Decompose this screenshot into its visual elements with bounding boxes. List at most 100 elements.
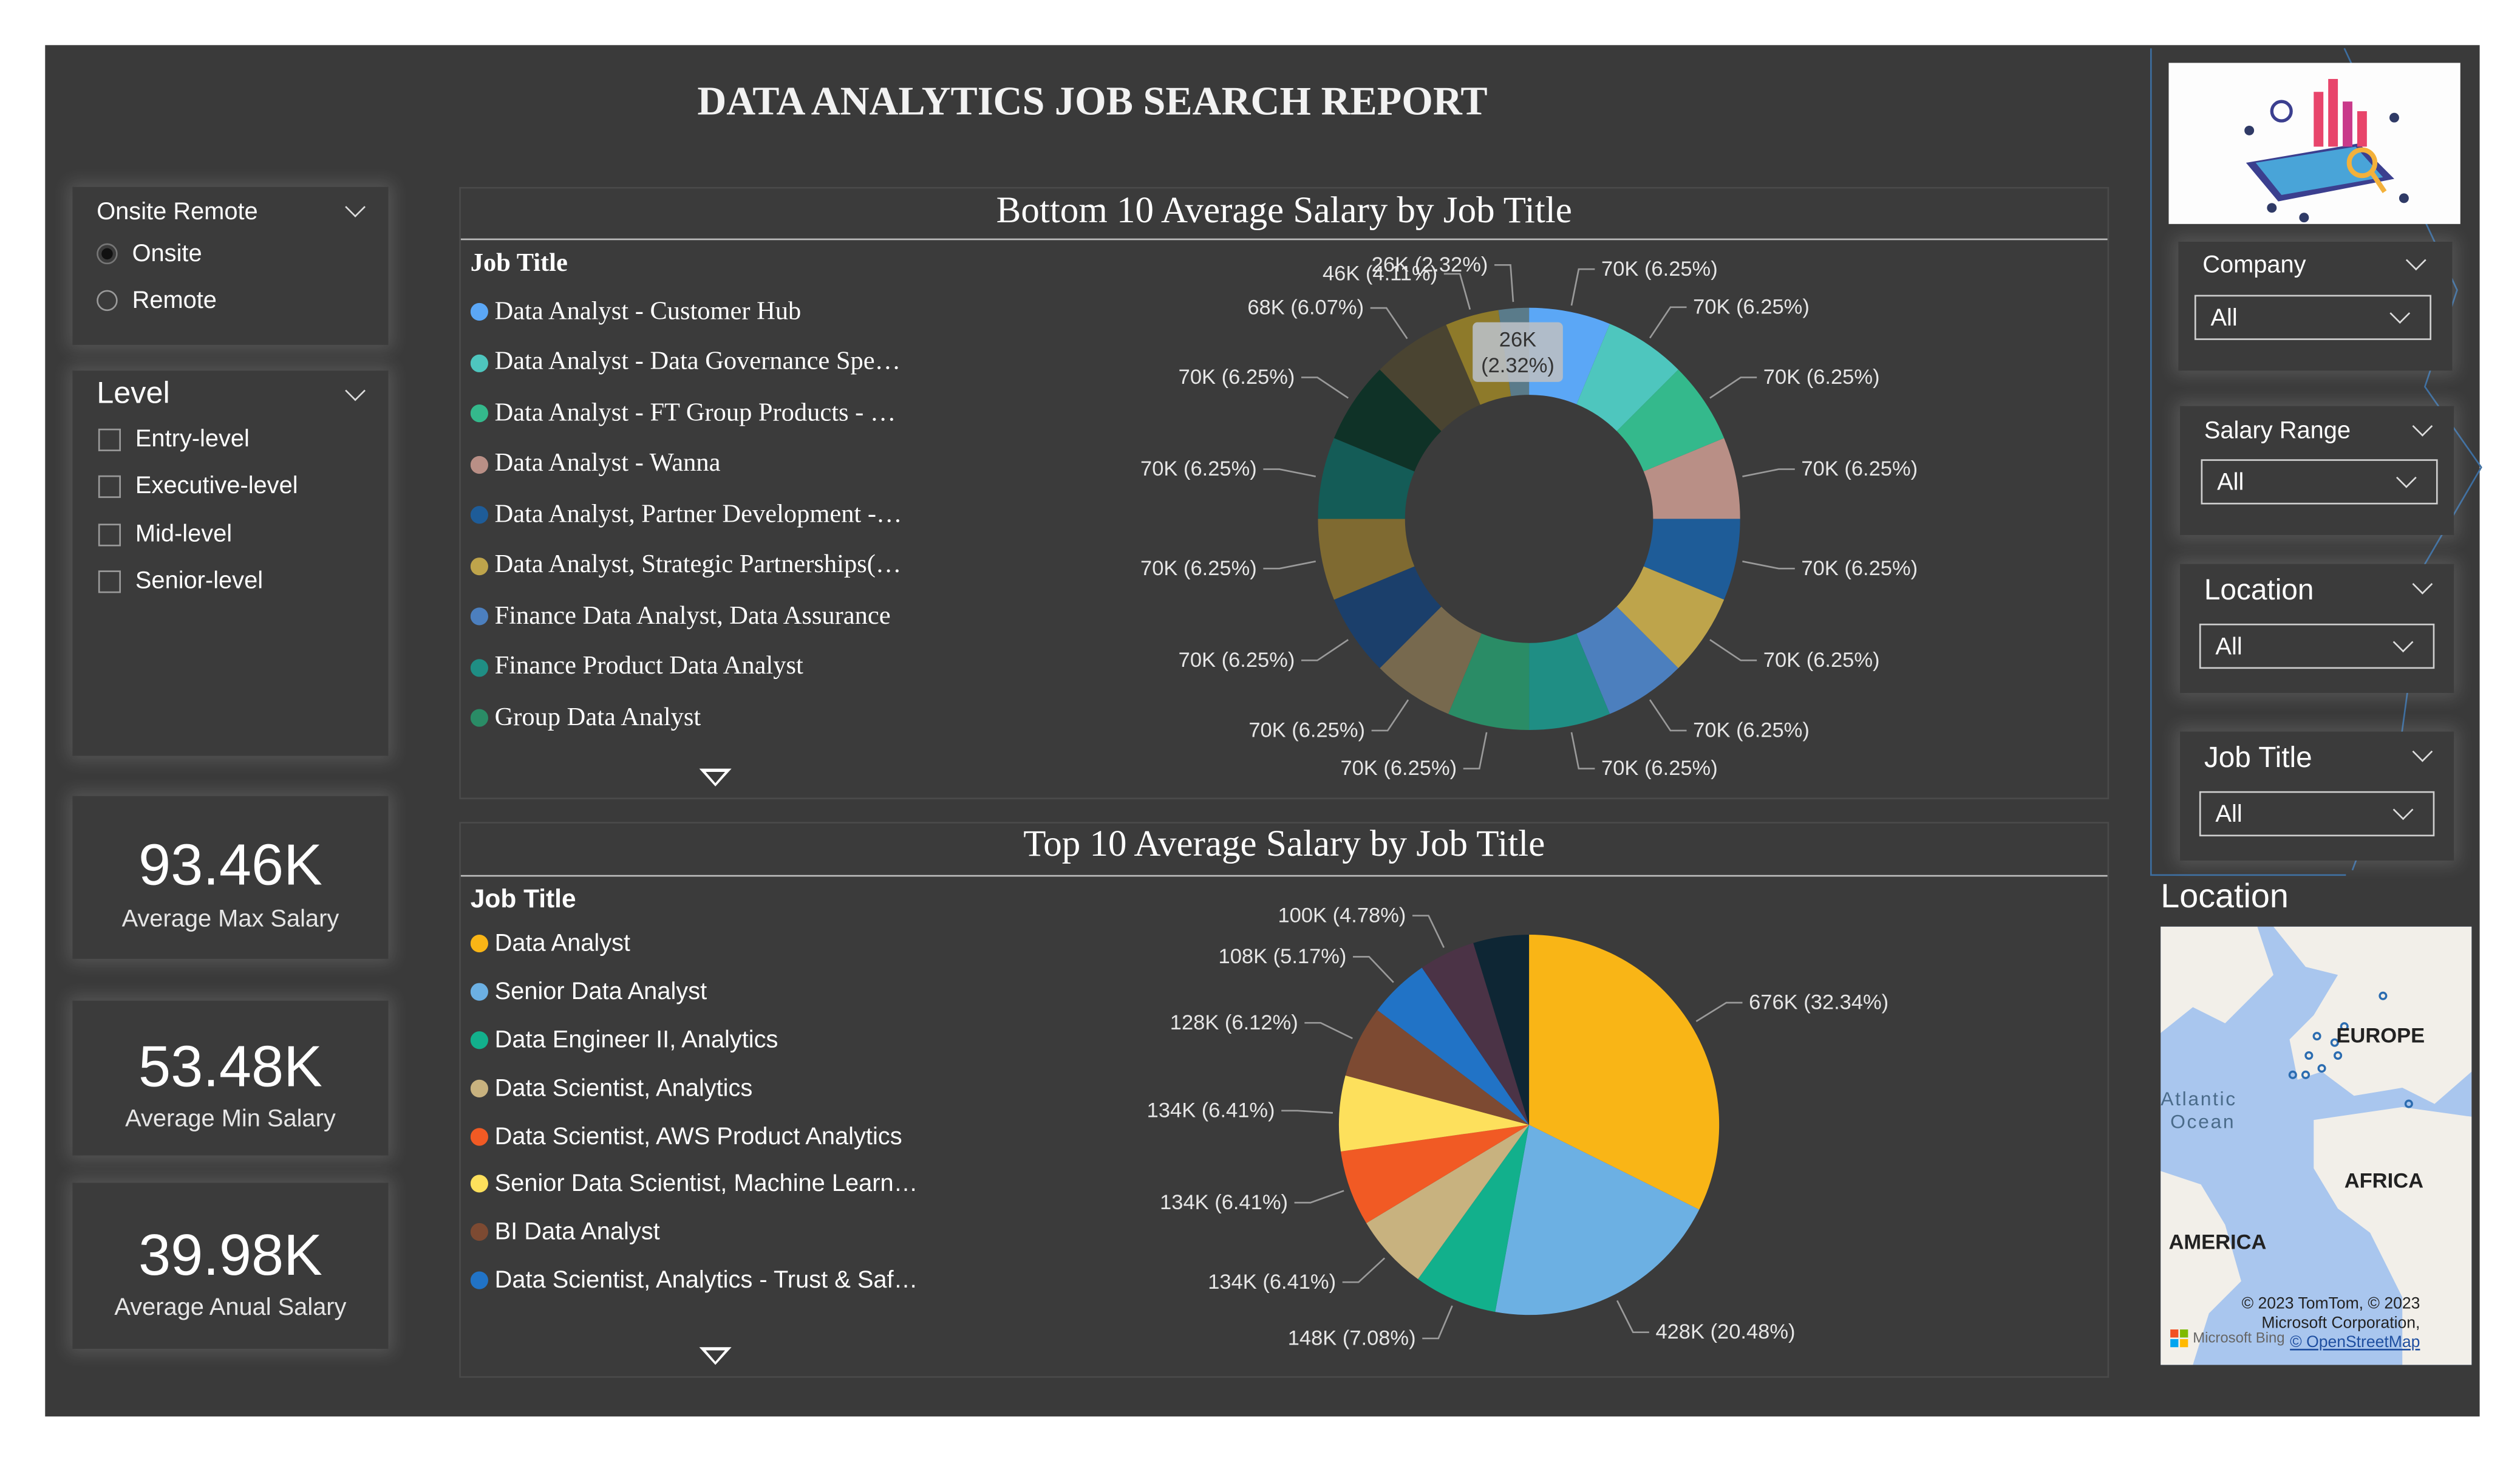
legend-item[interactable]: Data Scientist, Analytics - Trust & Saf… (470, 1257, 946, 1305)
chart-slice[interactable] (1422, 943, 1530, 1125)
chart-slice[interactable] (1495, 1125, 1700, 1315)
leader-line (1570, 732, 1595, 769)
radio-option-remote[interactable]: Remote (97, 287, 217, 314)
kpi-value: 53.48K (138, 1032, 322, 1099)
chevron-down-icon[interactable] (2412, 741, 2433, 762)
checkbox-icon[interactable] (98, 569, 121, 593)
chart-slice[interactable] (1418, 1125, 1530, 1312)
checkbox-senior-level[interactable]: Senior-level (98, 567, 263, 595)
dropdown-value: All (2215, 633, 2242, 661)
legend-swatch (470, 404, 488, 423)
chart-slice[interactable] (1529, 934, 1720, 1210)
location-dropdown[interactable]: All (2199, 623, 2435, 669)
legend-item[interactable]: Data Engineer II, Analytics (470, 1016, 946, 1064)
analytics-illustration-icon (2244, 79, 2409, 223)
chart-slice[interactable] (1318, 438, 1415, 519)
slicer-title: Onsite Remote (97, 198, 258, 226)
chevron-down-icon[interactable] (2392, 799, 2414, 820)
legend-swatch (470, 935, 488, 953)
chart-slice[interactable] (1643, 438, 1740, 519)
chart-slice[interactable] (1341, 1125, 1530, 1224)
chart-slice[interactable] (1529, 633, 1610, 730)
legend-item[interactable]: Data Analyst (470, 920, 946, 968)
chart-slice[interactable] (1616, 566, 1725, 669)
checkbox-icon[interactable] (98, 474, 121, 497)
chart-slice[interactable] (1616, 369, 1725, 472)
company-dropdown[interactable]: All (2194, 295, 2431, 340)
radio-option-onsite[interactable]: Onsite (97, 240, 202, 267)
map-attribution-link[interactable]: © OpenStreetMap (2290, 1334, 2420, 1353)
chart-slice[interactable] (1448, 633, 1530, 730)
chart-slice[interactable] (1333, 369, 1442, 472)
report-logo-illustration (2168, 63, 2460, 224)
triangle-down-icon[interactable] (699, 1347, 732, 1365)
chevron-down-icon[interactable] (2405, 250, 2426, 271)
data-label: 70K (6.25%) (1801, 557, 1918, 580)
option-label: Remote (132, 287, 217, 315)
option-label: Entry-level (135, 425, 250, 453)
chart-slice[interactable] (1345, 1010, 1530, 1125)
data-label: 70K (6.25%) (1693, 295, 1810, 318)
checkbox-mid-level[interactable]: Mid-level (98, 520, 232, 548)
leader-line (1353, 956, 1394, 983)
chart-slice[interactable] (1576, 324, 1678, 431)
chart-slice[interactable] (1366, 1125, 1530, 1280)
location-map[interactable]: EUROPE Atlantic Ocean AFRICA AMERICA © 2… (2161, 926, 2472, 1365)
checkbox-executive-level[interactable]: Executive-level (98, 472, 298, 500)
chevron-down-icon[interactable] (345, 197, 366, 217)
chevron-down-icon[interactable] (2412, 573, 2433, 595)
leader-line (1370, 307, 1408, 339)
location-slicer: Location All (2180, 564, 2454, 693)
legend-item[interactable]: Group Data Analyst (470, 693, 946, 744)
legend-item[interactable]: Senior Data Scientist, Machine Learn… (470, 1160, 946, 1208)
chart-slice[interactable] (1377, 967, 1530, 1125)
checkbox-icon[interactable] (98, 523, 121, 546)
legend-item[interactable]: BI Data Analyst (470, 1208, 946, 1256)
legend-item[interactable]: Data Analyst - Customer Hub (470, 287, 946, 338)
legend-item[interactable]: Finance Data Analyst, Data Assurance (470, 592, 946, 643)
kpi-label: Average Min Salary (125, 1105, 336, 1133)
slicer-title: Job Title (2204, 741, 2312, 774)
chart-slice[interactable] (1338, 1075, 1530, 1151)
checkbox-entry-level[interactable]: Entry-level (98, 425, 250, 453)
chevron-down-icon[interactable] (345, 380, 366, 401)
legend-item[interactable]: Finance Product Data Analyst (470, 642, 946, 693)
chart-slice[interactable] (1473, 934, 1530, 1125)
chart-slice[interactable] (1333, 566, 1442, 669)
radio-selected-icon[interactable] (97, 243, 118, 265)
slice-tooltip: 26K (2.32%) (1473, 322, 1563, 382)
legend-item[interactable]: Data Analyst - Wanna (470, 439, 946, 490)
option-label: Senior-level (135, 567, 264, 595)
chart-slice[interactable] (1380, 606, 1482, 714)
data-label: 134K (6.41%) (1147, 1099, 1275, 1122)
chevron-down-icon[interactable] (2412, 415, 2433, 437)
chart-slice[interactable] (1380, 324, 1480, 431)
chart-slice[interactable] (1318, 519, 1415, 600)
legend-item[interactable]: Data Analyst - FT Group Products - … (470, 388, 946, 439)
legend-swatch (470, 354, 488, 372)
chevron-down-icon[interactable] (2389, 303, 2411, 324)
job-title-dropdown[interactable]: All (2199, 791, 2435, 837)
chart-legend: Data Analyst Senior Data Analyst Data Engi… (470, 920, 946, 1305)
legend-item[interactable]: Data Analyst, Strategic Partnerships(… (470, 541, 946, 592)
chart-slice[interactable] (1576, 606, 1678, 714)
kpi-value: 39.98K (138, 1221, 322, 1288)
chart-slice[interactable] (1643, 519, 1740, 600)
legend-item[interactable]: Data Analyst, Partner Development -… (470, 490, 946, 541)
slicer-title: Salary Range (2204, 417, 2351, 445)
radio-icon[interactable] (97, 290, 118, 312)
data-label: 134K (6.41%) (1208, 1271, 1336, 1294)
triangle-down-icon[interactable] (699, 768, 732, 786)
chevron-down-icon[interactable] (2396, 467, 2417, 488)
leader-line (1463, 732, 1488, 769)
leader-line (1263, 560, 1316, 570)
chevron-down-icon[interactable] (2392, 632, 2414, 653)
legend-item[interactable]: Data Scientist, Analytics (470, 1064, 946, 1112)
legend-swatch (470, 1031, 488, 1049)
data-label: 70K (6.25%) (1340, 757, 1457, 780)
salary-range-dropdown[interactable]: All (2201, 459, 2438, 505)
legend-item[interactable]: Data Analyst - Data Governance Spe… (470, 338, 946, 389)
checkbox-icon[interactable] (98, 428, 121, 451)
legend-item[interactable]: Data Scientist, AWS Product Analytics (470, 1112, 946, 1160)
legend-item[interactable]: Senior Data Analyst (470, 968, 946, 1016)
